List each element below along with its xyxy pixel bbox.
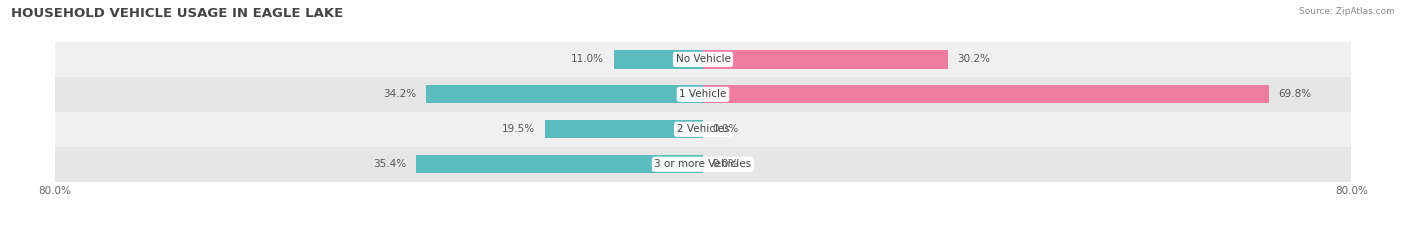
Bar — [426, 85, 703, 103]
Text: 80.0%: 80.0% — [38, 186, 72, 196]
Text: 3 or more Vehicles: 3 or more Vehicles — [654, 159, 752, 169]
Bar — [703, 50, 948, 69]
Text: 0.0%: 0.0% — [713, 124, 740, 134]
Text: 35.4%: 35.4% — [373, 159, 406, 169]
Text: 30.2%: 30.2% — [957, 55, 990, 64]
Bar — [546, 120, 703, 138]
Bar — [703, 85, 1268, 103]
Text: No Vehicle: No Vehicle — [675, 55, 731, 64]
Bar — [416, 155, 703, 173]
Bar — [55, 112, 1351, 147]
Text: HOUSEHOLD VEHICLE USAGE IN EAGLE LAKE: HOUSEHOLD VEHICLE USAGE IN EAGLE LAKE — [11, 7, 343, 20]
Bar — [55, 147, 1351, 182]
Bar — [55, 42, 1351, 77]
Text: 0.0%: 0.0% — [713, 159, 740, 169]
Text: 2 Vehicles: 2 Vehicles — [676, 124, 730, 134]
Bar — [614, 50, 703, 69]
Text: Source: ZipAtlas.com: Source: ZipAtlas.com — [1299, 7, 1395, 16]
Bar — [55, 77, 1351, 112]
Text: 11.0%: 11.0% — [571, 55, 605, 64]
Text: 34.2%: 34.2% — [382, 89, 416, 99]
Text: 69.8%: 69.8% — [1278, 89, 1312, 99]
Text: 80.0%: 80.0% — [1334, 186, 1368, 196]
Text: 19.5%: 19.5% — [502, 124, 536, 134]
Text: 1 Vehicle: 1 Vehicle — [679, 89, 727, 99]
